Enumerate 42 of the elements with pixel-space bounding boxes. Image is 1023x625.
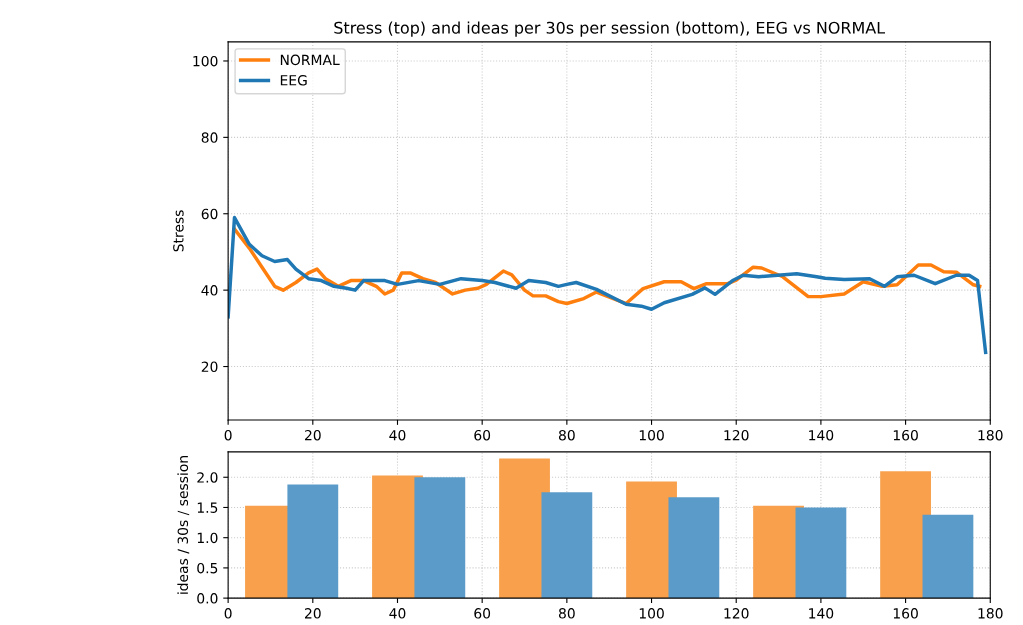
y-tick-label: 1.5 xyxy=(197,502,218,513)
x-tick-label: 140 xyxy=(809,429,834,441)
x-tick-label: 180 xyxy=(978,429,1003,441)
y-axis-title: ideas / 30s / session xyxy=(177,456,190,594)
bar xyxy=(922,514,974,599)
x-tick-label: 80 xyxy=(558,608,575,619)
x-tick-label: 0 xyxy=(224,608,232,619)
x-tick-label: 180 xyxy=(978,608,1003,619)
legend-label: NORMAL xyxy=(280,54,340,66)
bar xyxy=(287,484,339,599)
x-tick-label: 20 xyxy=(304,608,321,619)
y-tick-label: 40 xyxy=(201,285,218,296)
x-tick-label: 60 xyxy=(474,429,491,441)
bar xyxy=(795,507,847,599)
bar xyxy=(414,477,466,599)
x-tick-label: 140 xyxy=(809,608,834,619)
y-tick-label: 1.0 xyxy=(197,532,218,544)
y-tick-label: 100 xyxy=(193,55,218,67)
x-tick-label: 60 xyxy=(474,608,491,619)
y-tick-label: 0.5 xyxy=(197,562,218,574)
y-tick-label: 2.0 xyxy=(197,472,218,483)
legend-label: EEG xyxy=(280,75,307,86)
y-tick-label: 0.0 xyxy=(197,593,218,604)
y-axis-title: Stress xyxy=(173,210,184,252)
chart-title: Stress (top) and ideas per 30s per session (bottom), EEG vs NORMAL xyxy=(334,21,886,37)
x-tick-label: 120 xyxy=(724,608,749,619)
x-tick-label: 100 xyxy=(639,429,664,441)
x-tick-label: 20 xyxy=(304,429,321,441)
y-tick-label: 80 xyxy=(201,132,218,143)
y-tick-label: 60 xyxy=(201,208,218,220)
x-tick-label: 40 xyxy=(389,429,406,441)
x-tick-label: 100 xyxy=(639,608,664,619)
x-tick-label: 120 xyxy=(724,429,749,441)
x-tick-label: 0 xyxy=(224,429,232,441)
x-tick-label: 160 xyxy=(893,608,918,619)
x-tick-label: 160 xyxy=(893,429,918,441)
x-tick-label: 80 xyxy=(558,429,575,441)
line-series xyxy=(228,215,988,355)
x-tick-label: 40 xyxy=(389,608,406,619)
bar xyxy=(541,492,593,599)
bar xyxy=(668,497,720,599)
y-tick-label: 20 xyxy=(201,361,218,372)
